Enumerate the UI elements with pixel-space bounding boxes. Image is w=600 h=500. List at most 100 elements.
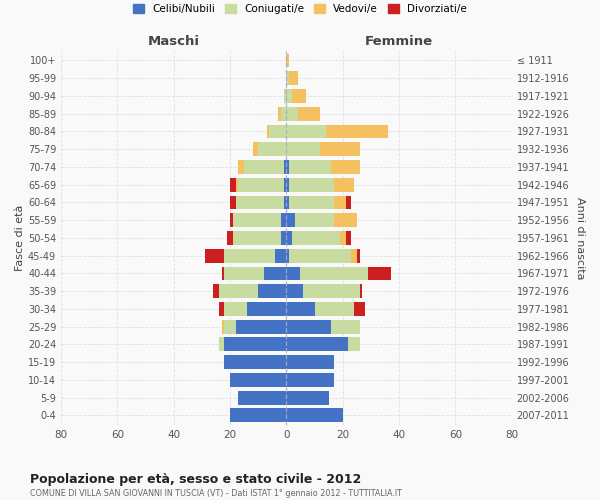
Bar [292, 89, 306, 103]
Bar [286, 89, 292, 103]
Bar [224, 338, 286, 351]
Bar [286, 266, 301, 280]
Bar [359, 284, 362, 298]
Bar [230, 214, 233, 227]
Bar [224, 249, 275, 262]
Legend: Celibi/Nubili, Coniugati/e, Vedovi/e, Divorziati/e: Celibi/Nubili, Coniugati/e, Vedovi/e, Di… [129, 0, 471, 18]
Bar [286, 408, 343, 422]
Text: Femmine: Femmine [365, 35, 433, 48]
Bar [286, 338, 349, 351]
Bar [286, 373, 334, 387]
Bar [284, 178, 286, 192]
Bar [286, 302, 314, 316]
Y-axis label: Fasce di età: Fasce di età [15, 205, 25, 271]
Bar [295, 214, 334, 227]
Text: Maschi: Maschi [148, 35, 200, 48]
Bar [346, 196, 351, 209]
Bar [266, 124, 269, 138]
Bar [236, 178, 238, 192]
Bar [301, 266, 368, 280]
Bar [349, 338, 359, 351]
Bar [357, 249, 359, 262]
Bar [286, 124, 326, 138]
Bar [286, 196, 289, 209]
Bar [258, 142, 286, 156]
Bar [286, 142, 320, 156]
Bar [258, 284, 286, 298]
Bar [227, 231, 233, 245]
Bar [281, 107, 286, 120]
Bar [221, 266, 224, 280]
Bar [340, 231, 346, 245]
Bar [236, 320, 286, 334]
Bar [286, 107, 298, 120]
Bar [238, 160, 244, 174]
Bar [286, 390, 329, 404]
Bar [346, 231, 351, 245]
Bar [264, 266, 286, 280]
Bar [244, 160, 284, 174]
Bar [278, 107, 281, 120]
Bar [334, 196, 346, 209]
Bar [224, 320, 236, 334]
Bar [286, 284, 303, 298]
Bar [286, 160, 289, 174]
Bar [292, 231, 340, 245]
Text: Popolazione per età, sesso e stato civile - 2012: Popolazione per età, sesso e stato civil… [30, 472, 361, 486]
Bar [284, 196, 286, 209]
Bar [219, 302, 224, 316]
Bar [221, 320, 224, 334]
Bar [269, 124, 286, 138]
Bar [286, 231, 292, 245]
Bar [320, 142, 359, 156]
Bar [298, 107, 320, 120]
Bar [238, 390, 286, 404]
Bar [289, 160, 331, 174]
Bar [219, 338, 224, 351]
Bar [286, 214, 295, 227]
Bar [314, 302, 354, 316]
Bar [224, 355, 286, 369]
Bar [284, 89, 286, 103]
Bar [334, 214, 357, 227]
Bar [230, 373, 286, 387]
Bar [286, 249, 289, 262]
Bar [289, 72, 298, 85]
Bar [354, 302, 365, 316]
Bar [286, 72, 289, 85]
Bar [281, 214, 286, 227]
Bar [253, 142, 258, 156]
Bar [331, 320, 359, 334]
Bar [334, 178, 354, 192]
Bar [289, 178, 334, 192]
Bar [331, 160, 359, 174]
Bar [224, 302, 247, 316]
Bar [286, 178, 289, 192]
Bar [368, 266, 391, 280]
Bar [286, 320, 331, 334]
Bar [351, 249, 357, 262]
Bar [247, 302, 286, 316]
Bar [230, 178, 236, 192]
Bar [236, 196, 284, 209]
Bar [238, 178, 284, 192]
Bar [233, 214, 281, 227]
Bar [303, 284, 359, 298]
Bar [281, 231, 286, 245]
Bar [284, 160, 286, 174]
Bar [230, 196, 236, 209]
Bar [230, 408, 286, 422]
Text: COMUNE DI VILLA SAN GIOVANNI IN TUSCIA (VT) - Dati ISTAT 1° gennaio 2012 - TUTTI: COMUNE DI VILLA SAN GIOVANNI IN TUSCIA (… [30, 489, 402, 498]
Bar [326, 124, 388, 138]
Bar [289, 249, 351, 262]
Bar [224, 266, 264, 280]
Bar [275, 249, 286, 262]
Bar [286, 54, 289, 68]
Bar [233, 231, 281, 245]
Bar [219, 284, 258, 298]
Bar [289, 196, 334, 209]
Y-axis label: Anni di nascita: Anni di nascita [575, 196, 585, 279]
Bar [205, 249, 224, 262]
Bar [213, 284, 219, 298]
Bar [286, 355, 334, 369]
